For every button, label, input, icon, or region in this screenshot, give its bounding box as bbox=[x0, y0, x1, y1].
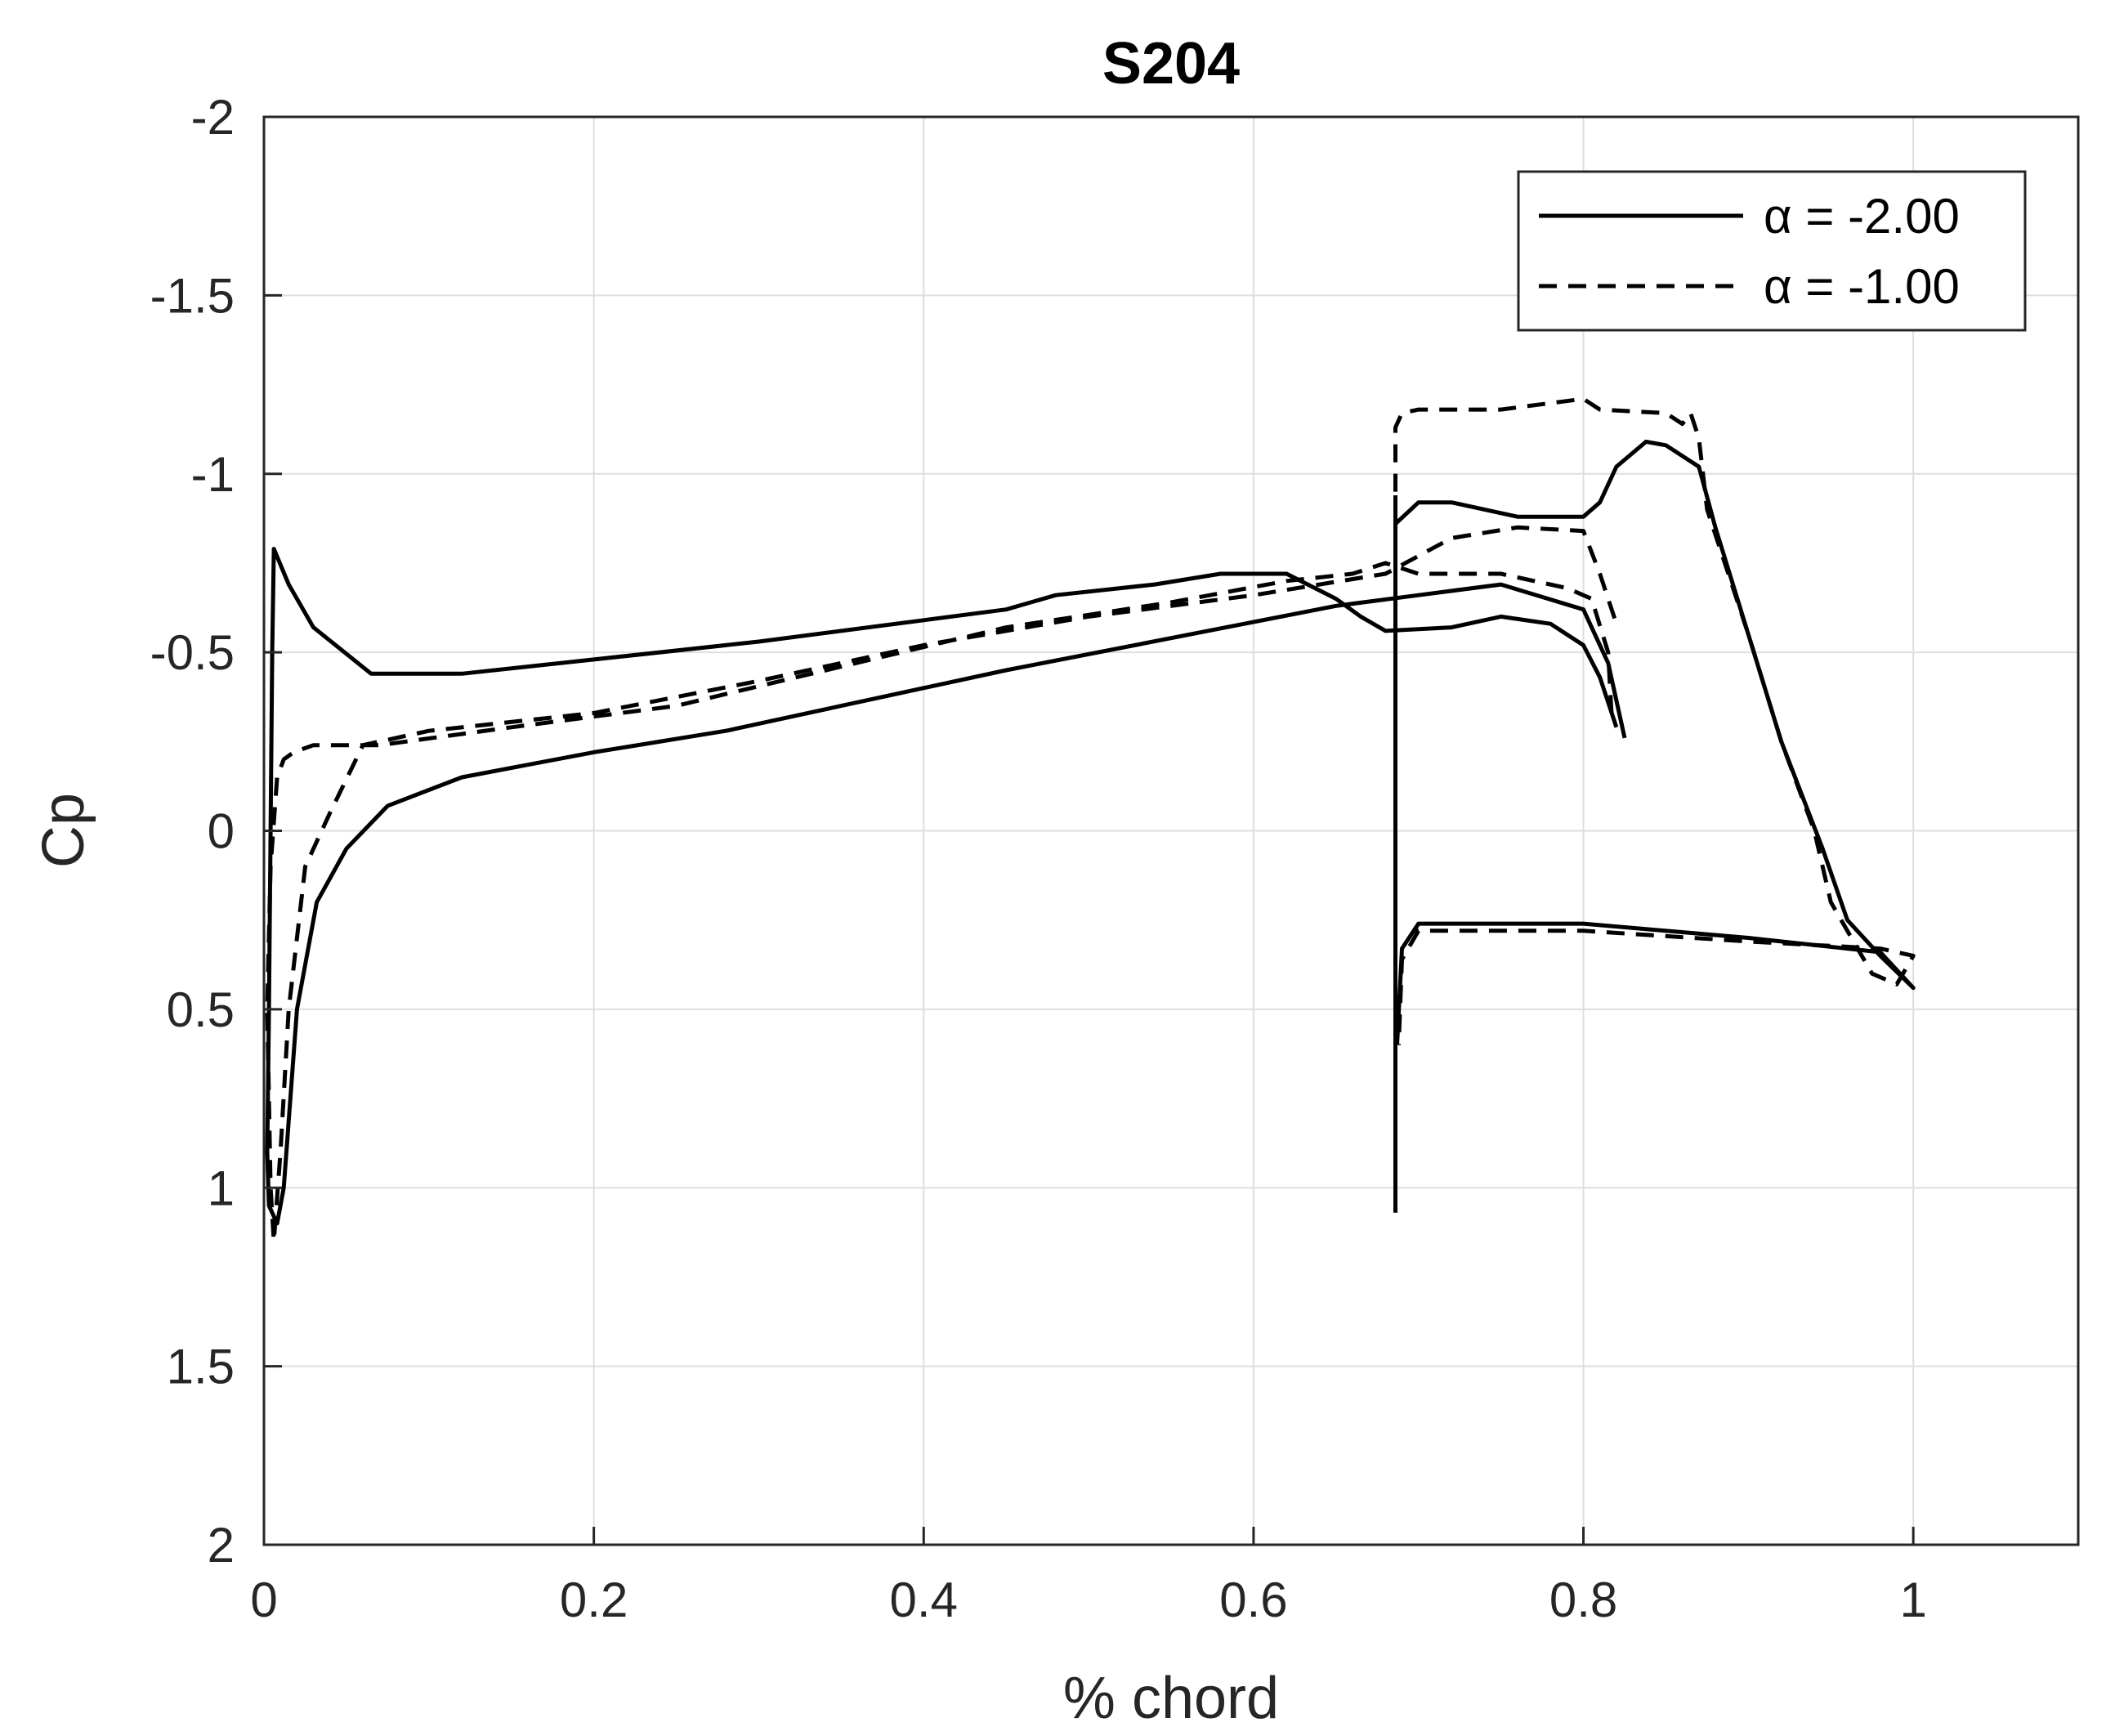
x-tick-label: 1 bbox=[1899, 1573, 1926, 1627]
x-tick-label: 0.4 bbox=[890, 1573, 958, 1627]
x-tick-label: 0.6 bbox=[1219, 1573, 1287, 1627]
y-tick-label: -2 bbox=[191, 90, 235, 145]
legend-box bbox=[1517, 170, 2027, 332]
y-tick-label: 0.5 bbox=[167, 982, 235, 1037]
x-tick-label: 0.2 bbox=[560, 1573, 628, 1627]
x-tick-label: 0.8 bbox=[1549, 1573, 1617, 1627]
gridlines bbox=[263, 116, 2078, 1546]
y-tick-label: 1.5 bbox=[167, 1340, 235, 1394]
y-tick-label: -1.5 bbox=[150, 268, 235, 323]
y-tick-label: 1 bbox=[208, 1161, 235, 1215]
y-tick-label: 2 bbox=[208, 1518, 235, 1573]
y-axis-label: Cp bbox=[31, 793, 96, 868]
series-line-1-segment-1 bbox=[1393, 396, 1916, 1045]
y-tick-label: -0.5 bbox=[150, 625, 235, 680]
legend-entry-0: α = -2.00 bbox=[1764, 189, 1960, 244]
y-tick-label: -1 bbox=[191, 447, 235, 502]
series-line-0-segment-0 bbox=[265, 547, 1627, 1226]
x-axis-label: % chord bbox=[1063, 1666, 1279, 1731]
series-line-1-segment-0 bbox=[265, 525, 1619, 1244]
plot-series bbox=[265, 396, 1916, 1244]
legend: α = -2.00 α = -1.00 bbox=[1517, 170, 2027, 332]
series-line-0-segment-2 bbox=[1393, 439, 1916, 1045]
y-tick-label: 0 bbox=[208, 804, 235, 859]
x-tick-label: 0 bbox=[250, 1573, 277, 1627]
axis-ticks: 0 0.2 0.4 0.6 0.8 1 -2 -1.5 -1 -0.5 0 0.5 1 1.5 2 bbox=[150, 90, 1927, 1627]
legend-entry-1: α = -1.00 bbox=[1764, 259, 1960, 314]
chart-title: S204 bbox=[1102, 31, 1240, 96]
